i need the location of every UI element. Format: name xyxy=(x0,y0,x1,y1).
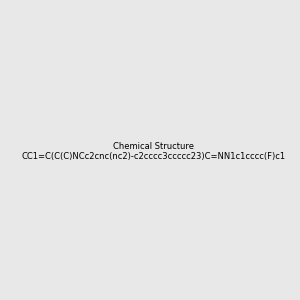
Text: Chemical Structure
CC1=C(C(C)NCc2cnc(nc2)-c2cccc3ccccc23)C=NN1c1cccc(F)c1: Chemical Structure CC1=C(C(C)NCc2cnc(nc2… xyxy=(22,142,286,161)
